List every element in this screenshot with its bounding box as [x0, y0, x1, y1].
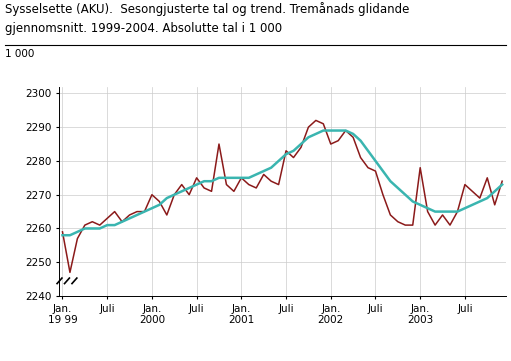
- Trend: [499, 182, 505, 187]
- Sesongjustert: [499, 179, 505, 183]
- Sesongjustert: [208, 189, 215, 193]
- Sesongjustert: [216, 142, 222, 146]
- Trend: [186, 186, 192, 190]
- Trend: [208, 179, 215, 183]
- Text: 1 000: 1 000: [5, 49, 34, 59]
- Line: Trend: Trend: [62, 131, 502, 235]
- Sesongjustert: [179, 182, 185, 187]
- Trend: [342, 129, 349, 133]
- Sesongjustert: [313, 118, 319, 123]
- Sesongjustert: [142, 209, 148, 214]
- Trend: [59, 233, 65, 238]
- Trend: [320, 129, 327, 133]
- Sesongjustert: [59, 230, 65, 234]
- Text: gjennomsnitt. 1999-2004. Absolutte tal i 1 000: gjennomsnitt. 1999-2004. Absolutte tal i…: [5, 22, 282, 35]
- Sesongjustert: [67, 270, 73, 275]
- Text: Sysselsette (AKU).  Sesongjusterte tal og trend. Tremånads glidande: Sysselsette (AKU). Sesongjusterte tal og…: [5, 2, 409, 16]
- Sesongjustert: [350, 135, 356, 139]
- Line: Sesongjustert: Sesongjustert: [62, 121, 502, 273]
- Trend: [201, 179, 207, 183]
- Trend: [134, 213, 140, 217]
- Trend: [171, 192, 177, 197]
- Sesongjustert: [194, 176, 200, 180]
